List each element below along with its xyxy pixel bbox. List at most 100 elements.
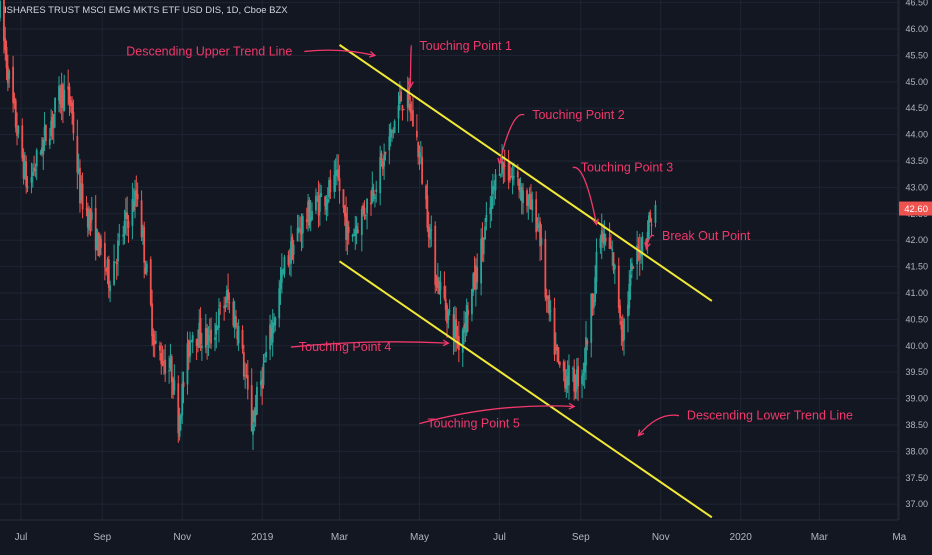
candle-body (379, 157, 382, 194)
candle-body (527, 195, 530, 206)
candle-body (467, 309, 469, 316)
candle-body (271, 322, 274, 343)
candle-body (244, 375, 247, 377)
candle-body (227, 289, 230, 301)
candle-body (96, 229, 98, 249)
candle-body (354, 229, 357, 236)
annotation-label: Touching Point 2 (532, 108, 624, 122)
candle-body (169, 358, 172, 369)
candle-body (627, 304, 629, 317)
candle-body (649, 212, 652, 223)
candle-body (85, 208, 88, 211)
candle-body (577, 366, 580, 387)
candle-body (235, 316, 237, 328)
candle-body (152, 333, 155, 345)
y-tick-label: 41.50 (905, 262, 928, 272)
candle-body (225, 290, 228, 303)
candle-body (3, 0, 5, 41)
candle-body (516, 171, 519, 178)
candle-body (214, 337, 216, 341)
candle-body (650, 224, 653, 226)
candle-body (591, 293, 594, 309)
candle-body (353, 235, 355, 237)
candle-body (24, 160, 26, 178)
candle-body (526, 190, 528, 206)
candle-body (326, 199, 329, 204)
candle-body (336, 169, 338, 174)
candle-body (190, 340, 193, 342)
candle-body (492, 185, 494, 195)
candle-body (623, 318, 625, 340)
candle-body (446, 305, 448, 324)
candle-body (245, 375, 248, 377)
candle-body (208, 331, 211, 333)
candle-body (172, 377, 174, 395)
candle-body (274, 317, 277, 326)
candle-body (461, 329, 464, 353)
candle-body (16, 128, 18, 136)
candle-body (347, 226, 350, 233)
y-tick-label: 40.50 (905, 314, 928, 324)
candle-body (72, 111, 75, 134)
candle-body (198, 322, 201, 348)
chart-title: ISHARES TRUST MSCI EMG MKTS ETF USD DIS,… (4, 5, 288, 16)
candle-body (246, 375, 249, 390)
candle-body (494, 174, 497, 191)
candle-body (242, 352, 245, 377)
candle-body (145, 263, 148, 273)
candle-body (106, 259, 109, 269)
candle-body (290, 240, 292, 264)
candle-body (471, 289, 473, 315)
candle-body (134, 190, 136, 207)
candle-body (518, 178, 521, 191)
candle-body (346, 222, 349, 240)
candle-body (256, 386, 258, 415)
candle-body (637, 247, 640, 249)
candle-body (39, 152, 42, 155)
y-tick-label: 38.50 (905, 420, 928, 430)
candle-body (342, 189, 345, 208)
price-badge-label: 42.60 (904, 204, 928, 215)
candle-body (25, 161, 28, 187)
candle-body (263, 360, 266, 363)
candle-body (325, 201, 328, 210)
candle-body (300, 229, 303, 235)
candle-body (204, 327, 207, 348)
annotation-arrowhead (406, 81, 414, 89)
candle-body (296, 228, 299, 242)
candle-body (117, 240, 119, 262)
candle-body (448, 310, 451, 312)
annotation-arrow (419, 405, 575, 425)
y-tick-label: 42.00 (905, 235, 928, 245)
candle-body (425, 185, 427, 200)
candle-body (301, 216, 304, 234)
candle-body (535, 199, 538, 233)
candle-body (573, 369, 576, 392)
candle-body (68, 86, 71, 104)
candle-body (311, 210, 313, 221)
candle-body (291, 236, 294, 260)
candle-body (510, 175, 513, 178)
candle-body (485, 214, 488, 222)
candle-body (334, 170, 337, 177)
candle-body (103, 243, 106, 268)
candle-body (419, 155, 422, 157)
candle-body (132, 201, 135, 211)
candle-body (489, 207, 492, 215)
candle-body (391, 129, 393, 134)
annotation-arrow (572, 166, 598, 225)
candle-body (463, 325, 465, 333)
candle-body (195, 338, 198, 346)
candle-body (81, 183, 84, 210)
x-tick-label: Mar (331, 532, 349, 543)
candle-body (76, 136, 79, 173)
candle-body (118, 235, 121, 237)
candle-body (122, 234, 125, 237)
candle-body (640, 253, 642, 257)
candle-body (444, 298, 447, 310)
candle-body (530, 193, 532, 210)
candle-body (50, 120, 53, 137)
candle-body (80, 183, 83, 201)
